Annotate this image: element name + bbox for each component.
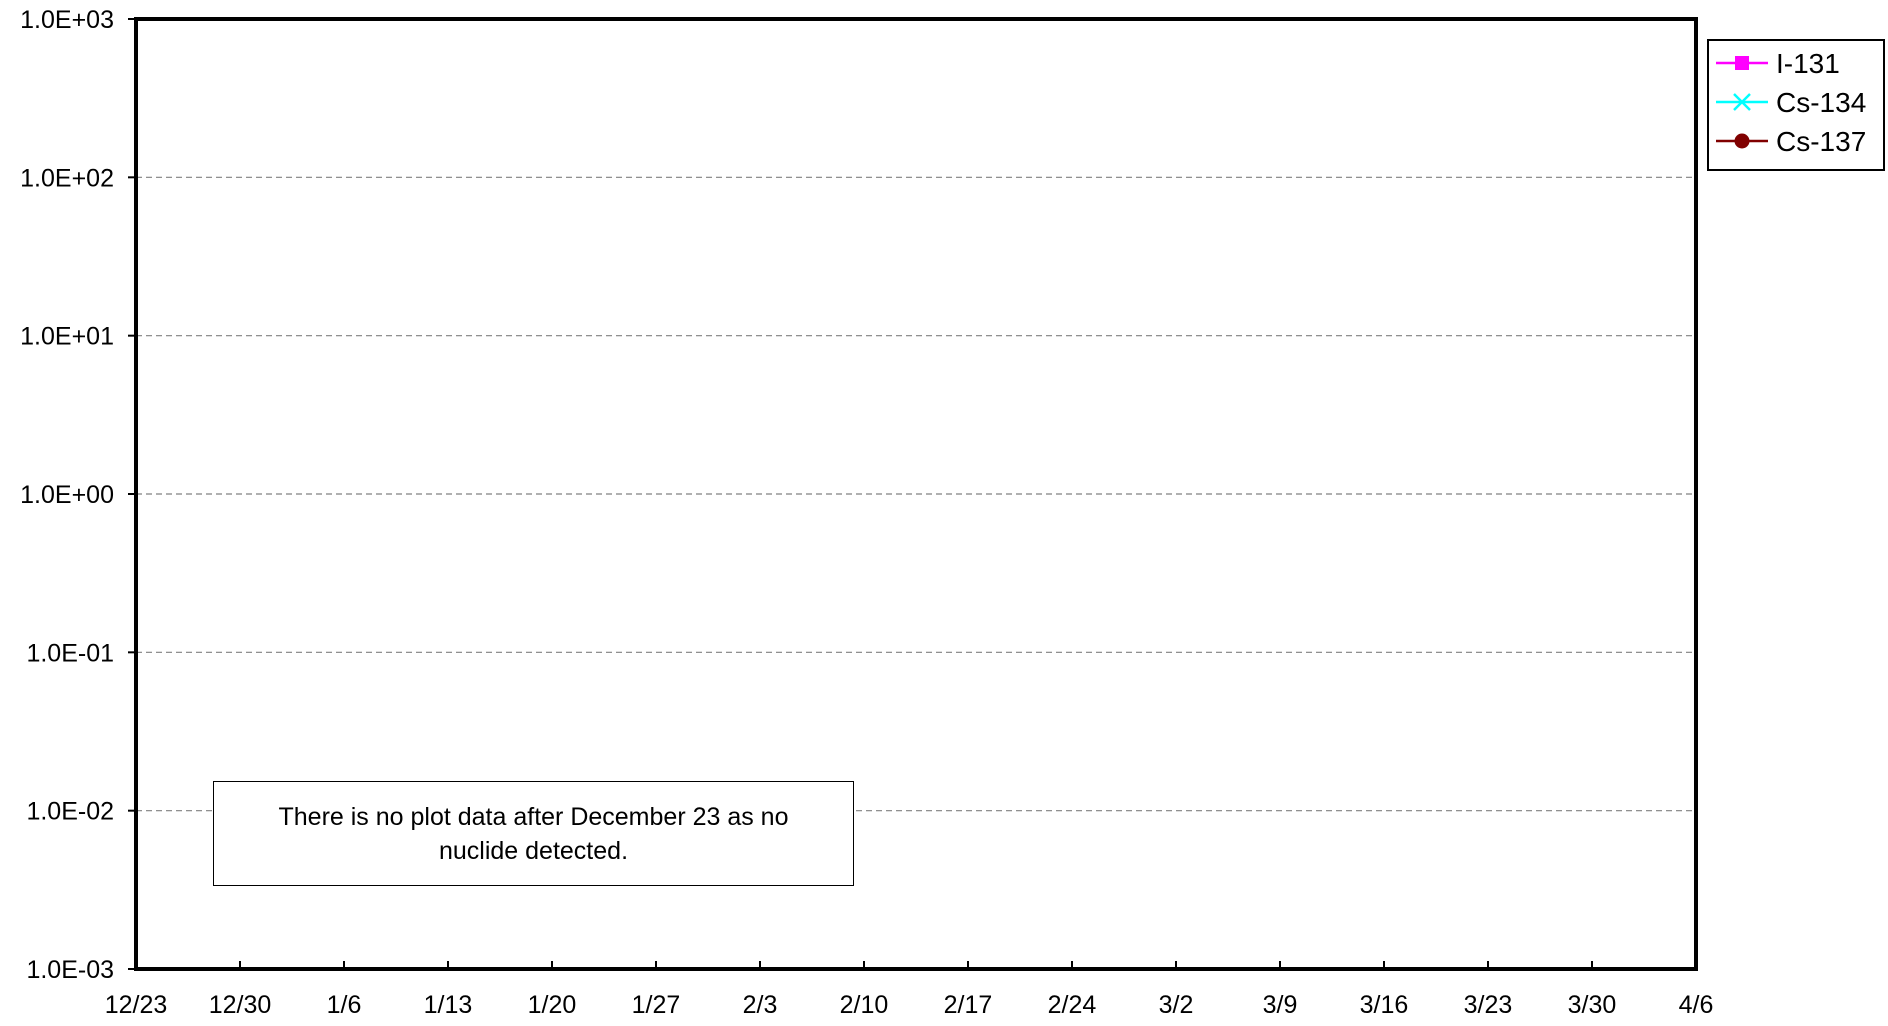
x-tick-label: 3/2 <box>1159 991 1194 1019</box>
gridlines <box>136 176 1696 812</box>
legend-marker-circle-icon <box>1734 133 1750 149</box>
legend-label: Cs-134 <box>1776 87 1866 118</box>
legend-marker-x-icon <box>1733 93 1751 111</box>
x-tick-label: 12/30 <box>209 991 272 1019</box>
x-tick-label: 2/24 <box>1048 991 1097 1019</box>
y-tick-label: 1.0E-01 <box>26 639 114 667</box>
annotation-text: There is no plot data after December 23 … <box>278 802 789 865</box>
y-axis-ticks: 1.0E+03 1.0E+02 1.0E+01 1.0E+00 1.0E-01 1.0E-… <box>20 6 136 984</box>
x-tick-label: 3/30 <box>1568 991 1617 1019</box>
x-tick-label: 3/16 <box>1360 991 1409 1019</box>
no-data-annotation: There is no plot data after December 23 … <box>213 781 854 886</box>
legend-label: Cs-137 <box>1776 126 1866 157</box>
y-tick-label: 1.0E+02 <box>20 164 114 192</box>
y-tick-label: 1.0E-02 <box>26 798 114 826</box>
x-tick-label: 1/20 <box>528 991 577 1019</box>
x-tick-label: 1/6 <box>327 991 362 1019</box>
x-tick-label: 3/9 <box>1263 991 1298 1019</box>
y-tick-label: 1.0E+00 <box>20 481 114 509</box>
y-tick-label: 1.0E+01 <box>20 323 114 351</box>
x-tick-label: 2/17 <box>944 991 993 1019</box>
x-axis-ticks: 12/23 12/30 1/6 1/13 1/20 1/27 2/3 2/10 2/17 2/24… <box>105 961 1714 1019</box>
y-tick-label: 1.0E+03 <box>20 6 114 34</box>
x-tick-label: 1/13 <box>424 991 473 1019</box>
x-tick-label: 3/23 <box>1464 991 1513 1019</box>
legend-marker-square-icon <box>1735 56 1749 70</box>
legend: I-131 Cs-134 Cs-137 <box>1707 39 1885 171</box>
x-tick-label: 2/3 <box>743 991 778 1019</box>
x-tick-label: 12/23 <box>105 991 168 1019</box>
legend-label: I-131 <box>1776 48 1840 79</box>
y-tick-label: 1.0E-03 <box>26 956 114 984</box>
x-tick-label: 4/6 <box>1679 991 1714 1019</box>
x-tick-label: 2/10 <box>840 991 889 1019</box>
x-tick-label: 1/27 <box>632 991 681 1019</box>
